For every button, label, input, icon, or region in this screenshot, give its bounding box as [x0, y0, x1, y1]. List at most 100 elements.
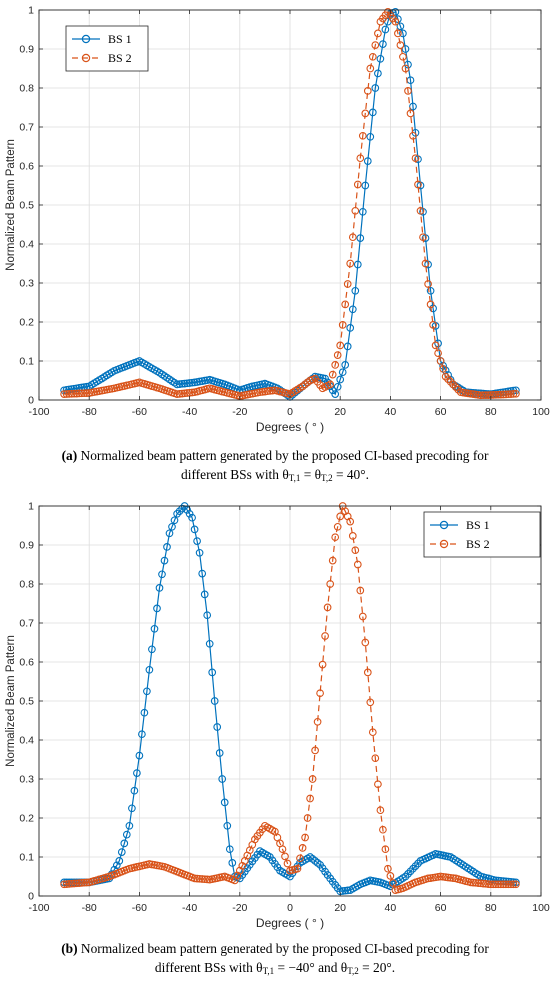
- data-point: [62, 390, 71, 398]
- caption-b-text: Normalized beam pattern generated by the…: [80, 941, 489, 956]
- data-point: [306, 794, 314, 803]
- data-point: [491, 390, 500, 399]
- data-point: [486, 880, 495, 889]
- x-tick-label: 0: [287, 406, 293, 418]
- data-point: [406, 109, 415, 118]
- data-point: [348, 532, 357, 540]
- y-tick-label: 0.1: [19, 356, 34, 368]
- data-point: [368, 108, 377, 117]
- data-point: [429, 304, 437, 313]
- data-point: [158, 570, 166, 579]
- data-point: [210, 697, 219, 705]
- legend-box: [423, 511, 541, 558]
- data-point: [75, 879, 84, 887]
- y-tick-label: 0.3: [19, 774, 34, 786]
- x-tick-label: 0: [287, 902, 293, 914]
- data-point: [133, 769, 141, 777]
- data-point: [298, 844, 307, 852]
- data-point: [509, 880, 518, 889]
- data-point: [77, 389, 86, 398]
- data-point: [336, 341, 345, 350]
- data-point: [328, 556, 337, 565]
- data-point: [130, 786, 139, 795]
- data-point: [346, 259, 355, 268]
- legend-label: BS 2: [108, 51, 132, 65]
- data-point: [343, 886, 352, 895]
- x-tick-label: -100: [28, 902, 49, 914]
- data-point: [374, 29, 382, 38]
- x-tick-label: 20: [334, 902, 346, 914]
- data-point: [328, 370, 337, 379]
- y-tick-label: 0.6: [19, 161, 34, 173]
- data-point: [414, 180, 422, 189]
- data-point: [298, 382, 307, 391]
- data-point: [496, 390, 505, 399]
- beam-pattern-chart-b: -100 -80 -60 -40 -20 0 20 40 60 80 100 0 0.1 0.2 0.3 0.…: [5, 501, 550, 931]
- data-point: [65, 390, 73, 398]
- data-point: [476, 879, 485, 888]
- data-point: [65, 880, 73, 888]
- data-point: [507, 390, 515, 398]
- y-tick-label: 0.3: [19, 278, 34, 290]
- x-axis-label: Degrees ( ° ): [256, 916, 324, 930]
- data-point: [220, 798, 229, 807]
- data-point: [193, 874, 201, 883]
- data-point: [374, 69, 382, 78]
- data-point: [135, 751, 144, 760]
- beam-pattern-chart-a: -100 -80 -60 -40 -20 0 20 40 60 80 100 0 0.1 0.2 0.3 0.…: [5, 5, 550, 435]
- data-point: [117, 848, 126, 856]
- data-point: [361, 181, 370, 190]
- data-point: [512, 389, 520, 398]
- x-tick-label: 60: [435, 406, 447, 418]
- data-point: [175, 380, 184, 388]
- data-point: [333, 382, 342, 391]
- data-point: [446, 377, 455, 386]
- data-point: [341, 886, 350, 895]
- data-point: [346, 517, 355, 526]
- data-point: [376, 54, 385, 63]
- data-point: [424, 280, 432, 288]
- data-point: [504, 390, 513, 399]
- data-point: [466, 389, 475, 398]
- caption-a-text: Normalized beam pattern generated by the…: [80, 448, 489, 463]
- y-tick-label: 1: [28, 501, 34, 513]
- data-point: [306, 853, 314, 861]
- data-point: [476, 391, 485, 400]
- data-point: [82, 389, 91, 397]
- y-axis: 0 0.1 0.2 0.3 0.4 0.5 0.6 0.7 0.8 0.9 1: [19, 501, 541, 903]
- data-point: [266, 387, 274, 395]
- data-point: [436, 357, 445, 365]
- caption-a-mid: = θ: [300, 467, 322, 482]
- data-point: [70, 389, 78, 398]
- data-point: [80, 389, 89, 398]
- data-point: [281, 852, 289, 861]
- caption-a-sub-2: T,2: [321, 473, 333, 483]
- data-point: [343, 342, 352, 351]
- data-point: [371, 41, 380, 49]
- data-point: [481, 879, 490, 888]
- data-point: [376, 806, 385, 815]
- data-point: [308, 775, 317, 783]
- legend: BS 1 BS 2: [423, 511, 541, 558]
- data-point: [449, 874, 457, 882]
- data-point: [180, 379, 189, 388]
- x-tick-label: 40: [385, 406, 397, 418]
- data-point: [323, 603, 332, 612]
- data-point: [213, 723, 222, 731]
- data-point: [471, 390, 480, 399]
- data-point: [406, 867, 415, 876]
- data-point: [311, 857, 319, 865]
- data-point: [341, 361, 350, 369]
- data-point: [308, 855, 317, 863]
- series-2: [60, 8, 520, 400]
- data-point: [416, 206, 425, 215]
- data-point: [326, 380, 335, 389]
- data-point: [180, 389, 189, 398]
- data-point: [496, 880, 505, 889]
- data-point: [188, 388, 196, 397]
- data-point: [173, 509, 181, 518]
- data-point: [321, 374, 329, 383]
- data-point: [502, 880, 510, 889]
- data-point: [143, 687, 151, 696]
- y-tick-label: 0.9: [19, 44, 34, 56]
